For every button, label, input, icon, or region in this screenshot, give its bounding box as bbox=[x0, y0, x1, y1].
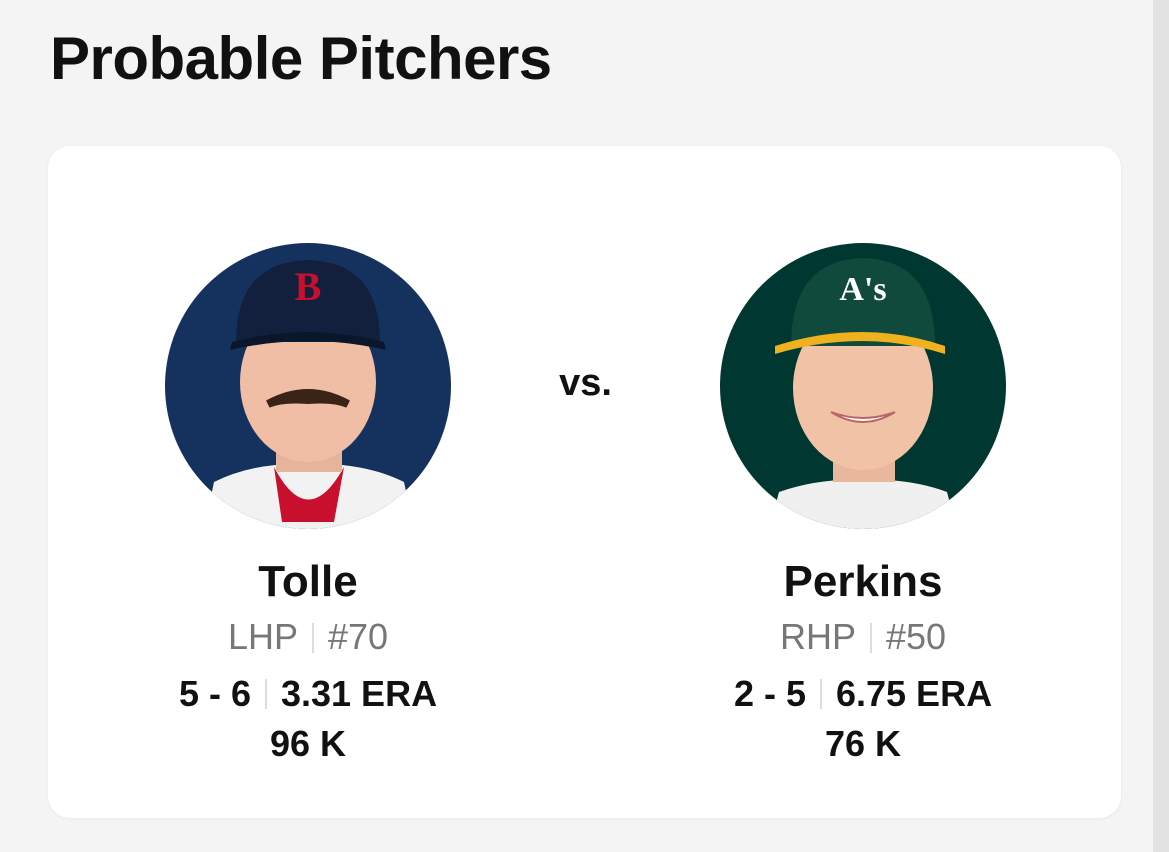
svg-text:B: B bbox=[295, 264, 322, 309]
divider bbox=[819, 678, 822, 709]
pitcher-era: 6.75 ERA bbox=[835, 672, 993, 714]
pitcher-record: 2 - 5 bbox=[733, 672, 806, 714]
pitcher-position: RHP bbox=[779, 616, 856, 658]
pitcher-strikeouts: 96 K bbox=[269, 723, 347, 765]
scrollbar bbox=[1153, 0, 1169, 852]
pitcher-record: 5 - 6 bbox=[178, 672, 251, 714]
matchup-card: B Tolle LHP #70 5 - 6 3.31 ERA 96 K vs. A'… bbox=[48, 146, 1121, 818]
svg-text:A's: A's bbox=[839, 271, 886, 308]
pitcher-number: #70 bbox=[327, 616, 389, 658]
pitcher-card: B Tolle LHP #70 5 - 6 3.31 ERA 96 K bbox=[48, 242, 568, 770]
pitcher-card: A's Perkins RHP #50 2 - 5 6.75 ERA 76 K bbox=[603, 242, 1123, 770]
divider bbox=[264, 678, 267, 709]
pitcher-era: 3.31 ERA bbox=[280, 672, 438, 714]
pitcher-strikeouts: 76 K bbox=[824, 723, 902, 765]
pitcher-name: Tolle bbox=[258, 557, 358, 606]
versus-label: vs. bbox=[559, 362, 612, 404]
divider bbox=[869, 622, 872, 653]
pitcher-position: LHP bbox=[227, 616, 298, 658]
pitcher-photo: B bbox=[165, 243, 451, 529]
pitcher-name: Perkins bbox=[783, 557, 943, 606]
divider bbox=[311, 622, 314, 653]
pitcher-photo: A's bbox=[720, 243, 1006, 529]
pitcher-number: #50 bbox=[885, 616, 947, 658]
page-title: Probable Pitchers bbox=[50, 25, 552, 92]
